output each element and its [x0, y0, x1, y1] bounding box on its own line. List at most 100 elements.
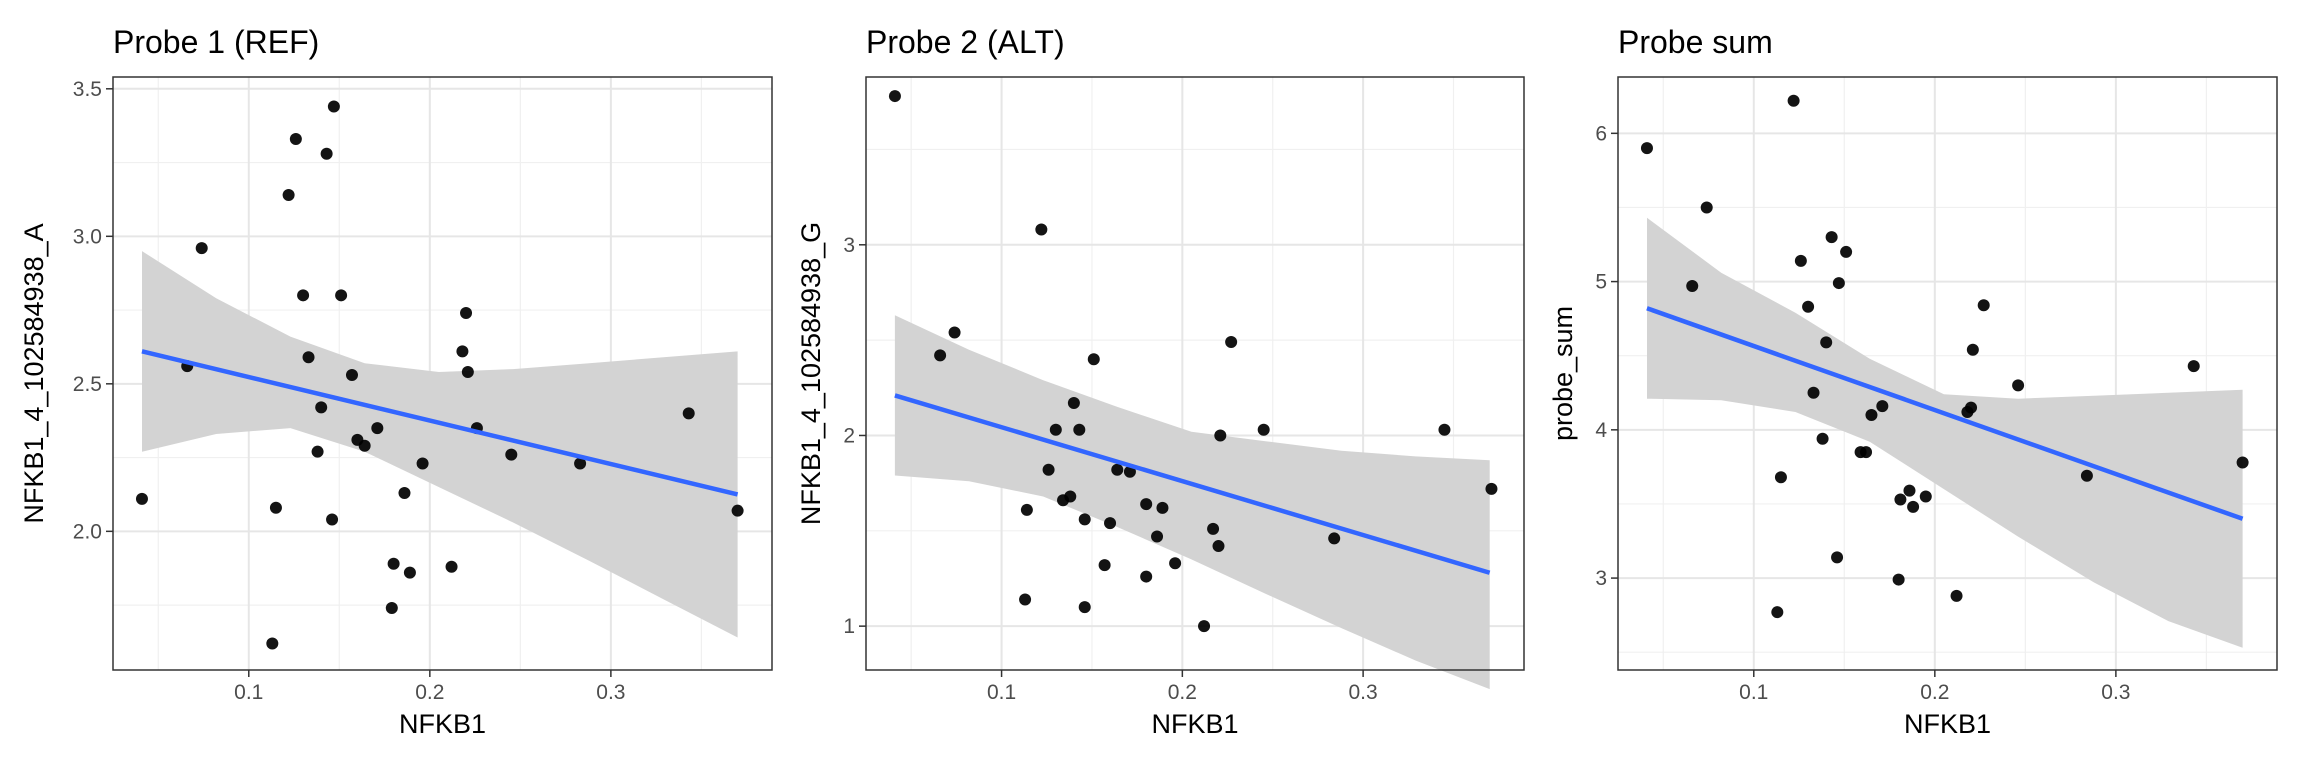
- data-point: [311, 445, 324, 458]
- data-point: [2187, 360, 2200, 373]
- data-point: [320, 147, 333, 160]
- data-point: [1892, 573, 1905, 586]
- data-point: [1686, 280, 1699, 293]
- data-point: [1820, 336, 1833, 349]
- data-point: [505, 448, 518, 461]
- y-axis-label: probe_sum: [1548, 306, 1578, 441]
- y-tick-label: 6: [1595, 122, 1607, 145]
- x-tick-label: 0.2: [1920, 681, 1949, 704]
- chart-title: Probe 2 (ALT): [866, 24, 1065, 60]
- confidence-band: [142, 251, 738, 638]
- data-point: [460, 307, 473, 320]
- regression-line: [1646, 306, 2244, 521]
- y-tick-label: 3: [843, 234, 855, 257]
- x-tick-label: 0.2: [415, 681, 444, 704]
- data-point: [387, 557, 400, 570]
- x-tick-label: 0.1: [1739, 681, 1768, 704]
- data-point: [1067, 397, 1080, 410]
- chart-title: Probe 1 (REF): [113, 24, 319, 60]
- x-tick-label: 0.3: [596, 681, 625, 704]
- panel-border: [1617, 76, 2278, 671]
- chart-title: Probe sum: [1618, 24, 1773, 60]
- data-point: [195, 242, 208, 255]
- x-tick-label: 0.3: [2101, 681, 2130, 704]
- data-point: [1807, 386, 1820, 399]
- data-point: [1019, 593, 1032, 606]
- data-point: [1816, 432, 1829, 445]
- y-tick-label: 2.5: [73, 373, 102, 396]
- data-point: [1214, 429, 1227, 442]
- data-point: [1840, 245, 1853, 258]
- data-point: [682, 407, 695, 420]
- data-point: [1774, 471, 1787, 484]
- data-point: [302, 351, 315, 364]
- data-point: [1257, 423, 1270, 436]
- data-point: [1104, 517, 1117, 530]
- data-point: [1111, 463, 1124, 476]
- data-point: [416, 457, 429, 470]
- regression-line: [894, 393, 1491, 575]
- data-point: [1771, 606, 1784, 619]
- data-point: [574, 457, 587, 470]
- data-point: [731, 504, 744, 517]
- confidence-band: [1647, 217, 2243, 648]
- data-point: [461, 366, 474, 379]
- data-point: [1640, 142, 1653, 155]
- data-point: [327, 100, 340, 113]
- data-point: [1035, 223, 1048, 236]
- y-axis-label: NFKB1_4_102584938_A: [19, 223, 49, 523]
- data-point: [315, 401, 328, 414]
- data-point: [297, 289, 310, 302]
- data-point: [326, 513, 339, 526]
- data-point: [445, 560, 458, 573]
- data-point: [1198, 620, 1211, 633]
- data-point: [888, 90, 901, 103]
- data-point: [358, 439, 371, 452]
- regression-line: [141, 349, 739, 497]
- data-point: [269, 501, 282, 514]
- x-tick-label: 0.1: [987, 681, 1016, 704]
- y-tick-label: 3.5: [73, 78, 102, 101]
- data-point: [1966, 343, 1979, 356]
- data-point: [403, 566, 416, 579]
- data-point: [1787, 94, 1800, 107]
- x-axis-label: NFKB1: [1151, 709, 1238, 739]
- data-point: [1860, 446, 1873, 459]
- data-point: [1977, 299, 1990, 312]
- data-point: [1169, 557, 1182, 570]
- data-point: [371, 422, 384, 435]
- data-point: [1225, 336, 1238, 349]
- data-point: [2012, 379, 2025, 392]
- data-point: [2080, 469, 2093, 482]
- y-tick-label: 4: [1595, 419, 1607, 442]
- panel-border: [112, 76, 773, 671]
- chart-panel-1: 0.1 0.2 0.3 2.0 2.5 3.0 3.5 Probe 1 (REF) NFKB1 N…: [19, 24, 773, 739]
- data-point: [934, 349, 947, 362]
- data-point: [335, 289, 348, 302]
- data-point: [1087, 353, 1100, 366]
- data-point: [1328, 532, 1341, 545]
- data-point: [1832, 277, 1845, 290]
- confidence-band: [894, 315, 1490, 690]
- data-point: [1156, 501, 1169, 514]
- data-point: [1907, 500, 1920, 513]
- data-point: [1098, 559, 1111, 572]
- data-point: [1049, 423, 1062, 436]
- data-point: [2236, 456, 2249, 469]
- data-point: [1965, 401, 1978, 414]
- data-point: [282, 189, 295, 202]
- data-point: [1212, 540, 1225, 553]
- y-axis-label: NFKB1_4_102584938_G: [796, 222, 826, 525]
- data-point: [385, 602, 398, 615]
- panel-border: [865, 76, 1525, 671]
- chart-panel-2: 0.1 0.2 0.3 1 2 3 Probe 2 (ALT) NFKB1 NFKB1_4_10…: [796, 24, 1525, 739]
- data-point: [1794, 254, 1807, 267]
- data-point: [345, 368, 358, 381]
- data-point: [1876, 400, 1889, 413]
- data-point: [398, 486, 411, 499]
- data-point: [135, 492, 148, 505]
- x-tick-label: 0.1: [234, 681, 263, 704]
- data-point: [1894, 493, 1907, 506]
- data-point: [1020, 503, 1033, 516]
- data-point: [1078, 601, 1091, 614]
